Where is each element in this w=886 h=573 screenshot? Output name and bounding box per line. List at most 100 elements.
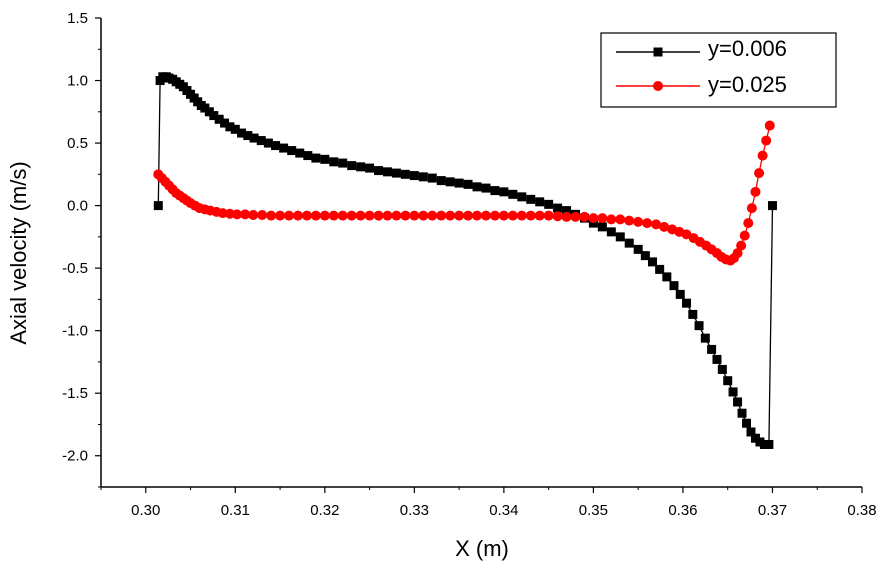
data-point [675,289,685,299]
data-point [490,186,500,196]
data-point [764,120,775,131]
data-point [257,209,268,220]
data-point [217,208,228,219]
y-tick-label: -2.0 [62,448,88,465]
data-point [329,157,339,167]
data-point [472,182,482,192]
y-tick-label: 1.5 [67,10,88,27]
y-tick-label: 0.5 [67,135,88,152]
data-point [311,153,321,163]
data-point [597,222,607,232]
data-point [606,227,616,237]
data-point [517,192,527,202]
data-point [615,232,625,242]
data-point [427,173,437,183]
data-point [535,197,545,207]
data-point [694,321,704,331]
data-point [579,211,590,222]
data-point [588,218,598,228]
legend: y=0.006 y=0.025 [600,32,837,108]
data-point [651,219,662,230]
data-point [761,135,772,146]
data-point [659,221,670,232]
series-layer [153,72,777,449]
legend-marker-sample [653,47,663,57]
data-point [409,210,420,221]
x-tick-label: 0.33 [400,502,429,519]
x-tick-label: 0.34 [489,502,518,519]
data-point [615,214,626,225]
data-point [562,206,572,216]
data-point [310,210,321,221]
data-point [534,210,545,221]
data-point [498,210,509,221]
data-point [743,218,754,229]
x-tick-label: 0.30 [131,502,160,519]
data-point [733,397,743,407]
data-point [338,158,348,168]
data-point [732,248,743,259]
data-point [301,210,312,221]
data-point [230,124,240,134]
y-axis-title: Axial velocity (m/s) [6,161,31,344]
data-point [750,186,761,197]
data-point [347,161,357,171]
data-point [516,210,527,221]
data-point [295,148,305,158]
data-point [481,183,491,193]
data-point [249,133,259,143]
data-point [717,364,727,374]
data-point [284,210,295,221]
data-point [328,210,339,221]
data-point [454,178,464,188]
data-point [275,210,286,221]
data-point [767,201,777,211]
data-point [292,210,303,221]
data-point [757,150,768,161]
data-point [436,176,446,186]
data-point [489,210,500,221]
data-point [240,209,251,220]
axes: 0.30 0.31 0.32 0.33 0.34 0.35 0.36 0.37 0.38 1.5 1… [62,10,876,519]
y-tick-label: 1.0 [67,73,88,90]
data-point [232,209,243,220]
data-point [337,210,348,221]
data-point [220,118,230,128]
data-point [436,210,447,221]
data-point [445,177,455,187]
data-point [400,210,411,221]
data-point [640,251,650,261]
data-point [642,218,653,229]
data-point [723,376,733,386]
data-point [427,210,438,221]
data-point [553,203,563,213]
data-point [391,210,402,221]
legend-label-y025: y=0.025 [708,72,787,97]
data-point [225,122,235,132]
y-tick-label: -0.5 [62,260,88,277]
data-point [669,281,679,291]
data-point [248,209,259,220]
data-point [266,210,277,221]
data-point [633,216,644,227]
series-line [157,125,771,262]
data-point [508,189,518,199]
data-point [707,344,717,354]
x-axis-title: X (m) [455,536,509,561]
data-point [655,264,665,274]
data-point [624,238,634,248]
y-tick-label: -1.0 [62,323,88,340]
data-point [356,162,366,172]
x-tick-label: 0.37 [758,502,787,519]
data-point [739,230,750,241]
data-point [418,172,428,182]
data-point [597,213,608,224]
data-point [320,154,330,164]
x-tick-label: 0.38 [847,502,876,519]
data-point [544,199,554,209]
data-point [463,210,474,221]
data-point [374,166,384,176]
data-point [355,210,366,221]
data-point [237,128,247,138]
